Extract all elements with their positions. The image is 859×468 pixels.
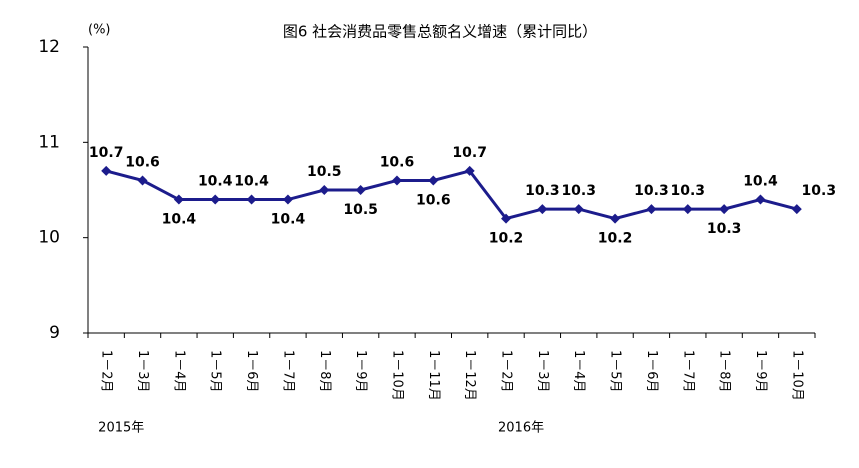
group-label: 2016年 [498,421,544,436]
x-tick-label: 1－6月 [644,350,659,393]
group-label: 2015年 [98,421,144,436]
data-label: 10.4 [271,212,306,228]
marker [610,213,621,224]
marker [391,175,402,186]
marker [210,194,221,205]
data-label: 10.2 [489,231,524,247]
data-label: 10.5 [307,164,342,180]
x-tick-label: 1－11月 [426,350,441,401]
y-tick-label: 10 [38,228,60,248]
x-tick-label: 1－4月 [171,350,186,393]
marker [719,204,730,215]
marker [173,194,184,205]
x-tick-label: 1－5月 [208,350,223,393]
x-tick-label: 1－3月 [135,350,150,393]
x-tick-label: 1－2月 [499,350,514,393]
data-label: 10.3 [671,183,706,199]
x-tick-label: 1－3月 [535,350,550,393]
marker [501,213,512,224]
marker [101,165,112,176]
x-tick-label: 1－8月 [717,350,732,393]
series-line [105,169,798,221]
marker [537,204,548,215]
data-label: 10.4 [743,174,778,190]
x-tick-label: 1－12月 [462,350,477,401]
x-tick-label: 1－8月 [317,350,332,393]
marker [319,185,330,195]
data-label: 10.6 [380,154,415,170]
x-tick-label: 1－10月 [789,350,804,401]
data-label: 10.3 [802,183,837,199]
data-label: 10.4 [198,174,233,190]
x-tick-label: 1－9月 [353,350,368,393]
marker [791,204,802,215]
y-unit: (%) [88,23,111,38]
data-label: 10.6 [125,154,160,170]
x-tick-label: 1－7月 [280,350,295,393]
x-tick-label: 1－7月 [680,350,695,393]
marker [573,204,584,215]
marker [137,175,148,186]
y-tick-label: 12 [38,37,60,57]
x-tick-label: 1－5月 [608,350,623,393]
data-label: 10.3 [634,183,669,199]
x-tick-label: 1－4月 [571,350,586,393]
data-label: 10.6 [416,192,451,208]
data-label: 10.5 [343,202,378,218]
data-label: 10.7 [89,145,124,161]
data-label: 10.2 [598,231,633,247]
y-tick-label: 11 [38,132,60,152]
marker [355,185,366,195]
chart-title: 图6 社会消费品零售总额名义增速（累计同比） [283,23,597,41]
data-label: 10.4 [234,174,269,190]
data-label: 10.3 [707,221,742,237]
x-tick-label: 1－6月 [244,350,259,393]
marker [646,204,657,215]
marker [246,194,257,205]
marker [464,165,475,176]
marker [282,194,293,205]
marker [682,204,693,215]
x-tick-label: 1－10月 [389,350,404,401]
x-tick-label: 1－9月 [753,350,768,393]
x-tick-label: 1－2月 [99,350,114,393]
marker [755,194,766,205]
marker [428,175,439,186]
data-label: 10.4 [162,212,197,228]
data-label: 10.3 [525,183,560,199]
y-tick-label: 9 [49,323,60,343]
data-label: 10.3 [561,183,596,199]
data-label: 10.7 [452,145,487,161]
